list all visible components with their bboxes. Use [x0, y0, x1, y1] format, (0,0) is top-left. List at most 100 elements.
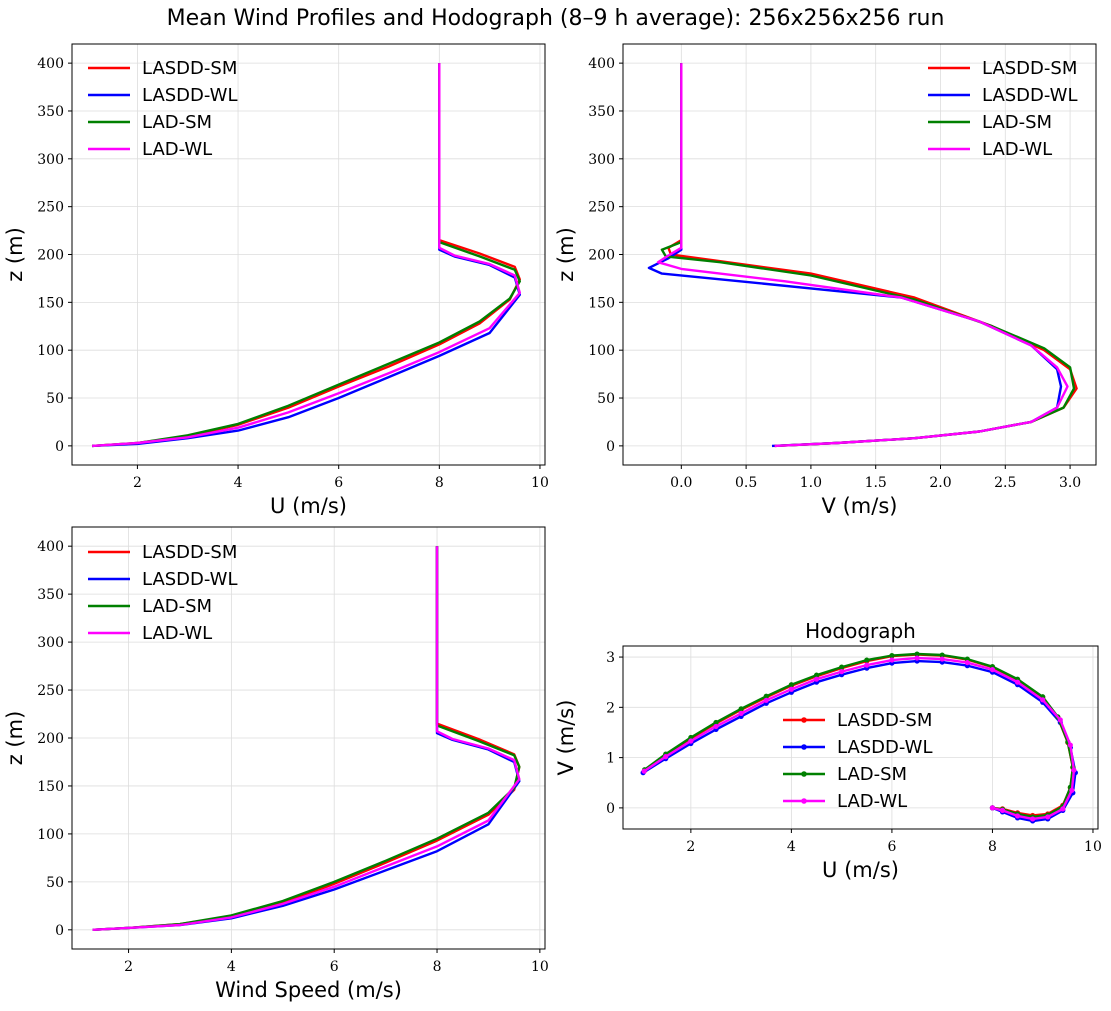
speed-profile-xtick-label: 8 [433, 959, 442, 975]
hodograph-point-lad-sm [788, 682, 794, 688]
u-profile-xtick-label: 6 [334, 475, 343, 491]
hodograph-ylabel: V (m/s) [554, 700, 578, 776]
v-profile-legend-label-lasdd-sm: LASDD-SM [982, 58, 1077, 79]
hodograph-ytick-label: 3 [606, 650, 615, 666]
speed-profile-legend-label-lad-sm: LAD-SM [142, 596, 212, 617]
hodograph-point-lad-wl [1040, 697, 1046, 703]
u-profile-ylabel: z (m) [3, 227, 27, 282]
speed-profile-xtick-label: 2 [124, 959, 133, 975]
hodograph-point-lad-wl [738, 710, 744, 716]
speed-profile-xtick-label: 6 [330, 959, 339, 975]
hodograph-xtick-label: 10 [1084, 839, 1102, 855]
speed-profile-series-lad-wl [92, 546, 521, 931]
v-profile-ytick-label: 0 [606, 439, 615, 455]
hodograph-legend-label-lad-wl: LAD-WL [837, 791, 907, 812]
u-profile-xtick-label: 8 [435, 475, 444, 491]
v-profile-ylabel: z (m) [554, 227, 578, 282]
hodograph-frame [622, 645, 1099, 830]
hodograph-legend-marker-lasdd-wl [801, 744, 807, 750]
v-profile-legend-label-lasdd-wl: LASDD-WL [982, 85, 1078, 106]
hodograph-point-lad-wl [999, 807, 1006, 813]
u-profile-frame [71, 43, 546, 466]
speed-profile-legend-label-lad-wl: LAD-WL [142, 623, 212, 644]
hodograph-point-lad-wl [1069, 787, 1075, 793]
hodograph-point-lad-wl [864, 662, 870, 668]
u-profile-ytick-label: 100 [37, 343, 64, 359]
hodograph-panel: 2 4 6 8 10 0 1 2 3 U (m/s) V (m/s) Hodograph LASDD-S… [554, 619, 1102, 882]
hodograph-point-lad-wl [813, 676, 820, 682]
hodograph-point-lad-wl [688, 738, 694, 744]
hodograph-legend-label-lasdd-wl: LASDD-WL [837, 737, 933, 758]
hodograph-legend-label-lasdd-sm: LASDD-SM [837, 710, 932, 731]
u-profile-legend-label-lad-sm: LAD-SM [142, 112, 212, 133]
speed-profile-ytick-label: 100 [37, 827, 64, 843]
hodograph-point-lad-wl [663, 754, 669, 760]
u-profile-ytick-label: 250 [37, 200, 64, 216]
u-profile-ytick-label: 150 [37, 295, 64, 311]
figure-title: Mean Wind Profiles and Hodograph (8–9 h … [166, 6, 945, 31]
u-profile-xtick-label: 2 [133, 475, 142, 491]
v-profile-ytick-label: 250 [588, 200, 615, 216]
v-profile-frame [622, 43, 1097, 466]
speed-profile-legend: LASDD-SM LASDD-WL LAD-SM LAD-WL [88, 542, 238, 644]
speed-profile-ytick-label: 50 [46, 875, 64, 891]
speed-profile-frame [71, 526, 546, 950]
u-profile-legend-label-lad-wl: LAD-WL [142, 139, 212, 160]
u-profile-legend-label-lasdd-wl: LASDD-WL [142, 85, 238, 106]
hodograph-point-lad-wl [1071, 767, 1077, 773]
v-profile-xtick-label: 0.0 [670, 475, 692, 491]
v-profile-legend: LASDD-SM LASDD-WL LAD-SM LAD-WL [928, 58, 1078, 160]
v-profile-xtick-label: 0.5 [735, 475, 757, 491]
speed-profile-ytick-label: 150 [37, 779, 64, 795]
hodograph-point-lad-wl [1030, 816, 1036, 822]
hodograph-point-lad-wl [1045, 814, 1051, 820]
v-profile-series-lad-wl [656, 63, 1069, 448]
hodograph-point-lad-wl [1067, 742, 1073, 748]
u-profile-ytick-label: 300 [37, 152, 64, 168]
v-profile-xlabel: V (m/s) [822, 494, 898, 518]
v-profile-xtick-label: 2.5 [994, 475, 1016, 491]
hodograph-legend-marker-lad-wl [801, 798, 807, 804]
speed-profile-ytick-label: 400 [37, 539, 64, 555]
u-profile-xtick-label: 10 [531, 475, 549, 491]
u-profile-series-lad-wl [92, 63, 521, 448]
hodograph-point-lad-wl [839, 669, 845, 675]
u-profile-legend: LASDD-SM LASDD-WL LAD-SM LAD-WL [88, 58, 238, 160]
v-profile-xtick-label: 3.0 [1059, 475, 1081, 491]
hodograph-xlabel: U (m/s) [822, 858, 899, 882]
speed-profile-ytick-label: 200 [37, 731, 64, 747]
u-profile-ytick-label: 400 [37, 56, 64, 72]
speed-profile-ylabel: z (m) [3, 711, 27, 766]
hodograph-point-lad-sm [738, 706, 744, 712]
speed-profile-ytick-label: 300 [37, 635, 64, 651]
v-profile-legend-label-lad-wl: LAD-WL [982, 139, 1052, 160]
hodograph-point-lad-sm [713, 719, 719, 726]
hodograph-xtick-label: 2 [686, 839, 695, 855]
hodograph-point-lad-wl [914, 655, 920, 661]
hodograph-xtick-label: 6 [887, 839, 896, 855]
hodograph-point-lad-sm [889, 652, 895, 659]
hodograph-title: Hodograph [805, 619, 916, 643]
speed-profile-xtick-label: 10 [531, 959, 549, 975]
speed-profile-xtick-label: 4 [227, 959, 236, 975]
u-profile-ytick-label: 50 [46, 391, 64, 407]
speed-profile-ytick-label: 0 [55, 923, 64, 939]
v-profile-ytick-label: 100 [588, 343, 615, 359]
v-profile-ytick-label: 400 [588, 56, 615, 72]
v-profile-xtick-label: 2.0 [929, 475, 951, 491]
hodograph-ytick-label: 0 [606, 801, 615, 817]
speed-profile-ytick-label: 250 [37, 683, 64, 699]
hodograph-point-lad-wl [713, 723, 719, 730]
hodograph-point-lad-wl [1014, 679, 1021, 685]
hodograph-point-lad-wl [964, 659, 970, 666]
hodograph-ytick-label: 2 [606, 700, 615, 716]
hodograph-ytick-label: 1 [606, 751, 615, 767]
speed-profile-xlabel: Wind Speed (m/s) [215, 978, 402, 1002]
hodograph-point-lad-wl [889, 657, 895, 663]
v-profile-ytick-label: 150 [588, 295, 615, 311]
hodograph-point-lad-sm [914, 651, 920, 657]
hodograph-point-lad-wl [1014, 813, 1021, 819]
v-profile-ytick-label: 300 [588, 152, 615, 168]
hodograph-point-lad-sm [939, 652, 945, 658]
